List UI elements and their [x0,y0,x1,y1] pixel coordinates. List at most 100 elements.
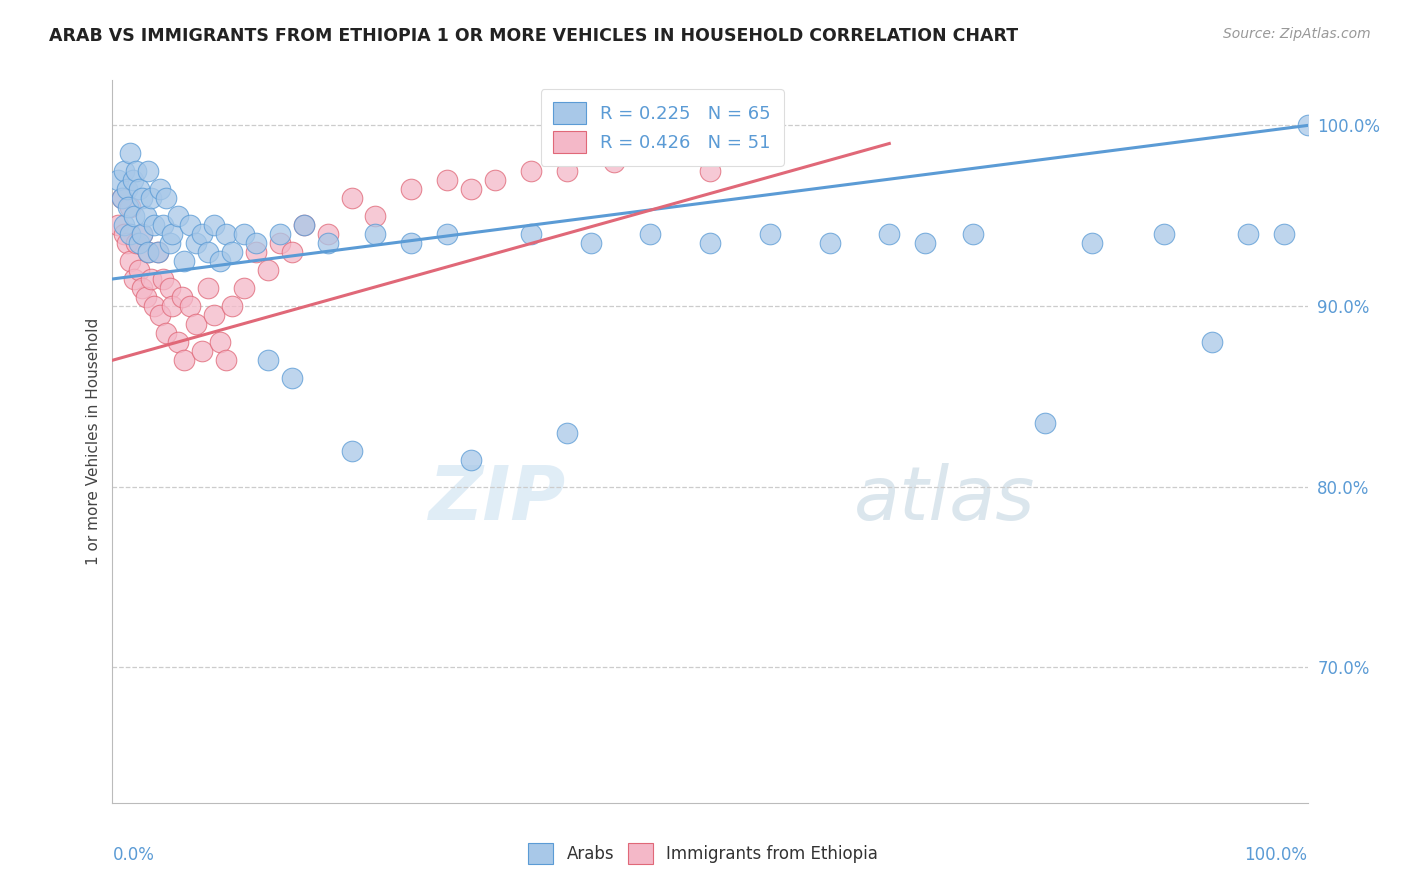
Point [121,172,143,186]
Point [115,181,138,195]
Point [818,235,841,250]
Point [436,227,458,241]
Point [114,218,135,232]
Point [340,191,363,205]
Point [579,235,602,250]
Point [173,353,195,368]
Point [401,235,423,250]
Point [146,244,169,259]
Point [170,290,193,304]
Point [759,227,782,241]
Point [340,443,363,458]
Point [1153,227,1175,241]
Point [202,218,225,232]
Point [120,253,142,268]
Text: ZIP: ZIP [429,463,567,536]
Point [186,317,208,331]
Point [962,227,984,241]
Point [135,290,157,304]
Point [159,235,181,250]
Point [1237,227,1260,241]
Point [879,227,901,241]
Point [640,227,662,241]
Point [1201,335,1223,350]
Point [460,181,482,195]
Point [1033,417,1056,431]
Point [520,227,543,241]
Point [197,281,219,295]
Point [269,227,291,241]
Point [436,172,458,186]
Point [640,145,662,160]
Point [159,281,181,295]
Point [215,227,238,241]
Point [316,227,339,241]
Point [1272,227,1295,241]
Point [179,299,201,313]
Point [125,163,148,178]
Point [131,191,153,205]
Point [138,244,160,259]
Point [281,371,304,385]
Point [122,209,145,223]
Point [149,181,172,195]
Point [215,353,238,368]
Point [460,452,482,467]
Point [120,200,142,214]
Point [555,425,578,440]
Point [914,235,936,250]
Point [245,235,267,250]
Point [233,227,256,241]
Point [167,335,190,350]
Point [152,218,174,232]
Point [202,308,225,322]
Point [131,281,153,295]
Point [191,344,214,359]
Point [120,145,142,160]
Point [191,227,214,241]
Text: atlas: atlas [853,463,1035,535]
Point [115,235,138,250]
Point [117,200,139,214]
Point [245,244,267,259]
Point [179,218,201,232]
Point [699,235,721,250]
Point [155,191,177,205]
Point [759,145,782,160]
Point [152,272,174,286]
Point [128,263,150,277]
Point [364,209,387,223]
Text: Source: ZipAtlas.com: Source: ZipAtlas.com [1223,27,1371,41]
Point [114,227,135,241]
Point [401,181,423,195]
Point [138,244,160,259]
Point [520,163,543,178]
Point [131,227,153,241]
Point [138,163,160,178]
Point [197,244,219,259]
Point [139,191,162,205]
Point [555,163,578,178]
Point [149,308,172,322]
Point [143,218,166,232]
Point [292,218,315,232]
Point [128,235,150,250]
Point [484,172,506,186]
Point [155,326,177,340]
Point [281,244,304,259]
Text: ARAB VS IMMIGRANTS FROM ETHIOPIA 1 OR MORE VEHICLES IN HOUSEHOLD CORRELATION CHA: ARAB VS IMMIGRANTS FROM ETHIOPIA 1 OR MO… [49,27,1018,45]
Point [107,218,129,232]
Point [292,218,315,232]
Point [173,253,195,268]
Y-axis label: 1 or more Vehicles in Household: 1 or more Vehicles in Household [86,318,101,566]
Point [143,299,166,313]
Point [186,235,208,250]
Point [111,191,134,205]
Point [364,227,387,241]
Point [699,163,721,178]
Point [122,272,145,286]
Point [131,227,153,241]
Point [128,181,150,195]
Point [162,299,183,313]
Text: 100.0%: 100.0% [1244,847,1308,864]
